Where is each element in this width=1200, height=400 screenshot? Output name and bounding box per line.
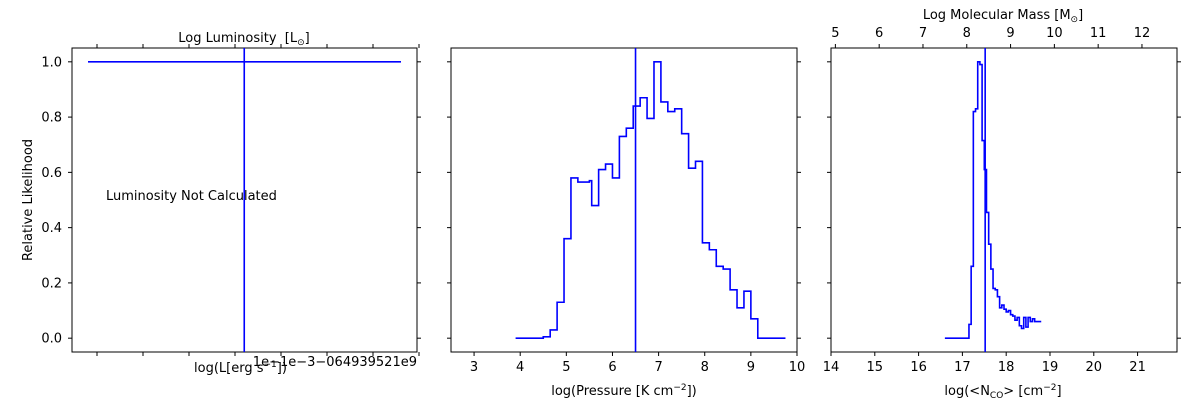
x-tick-label: 15 xyxy=(867,360,884,375)
luminosity-annotation: Luminosity Not Calculated xyxy=(106,189,277,204)
x-tick-label: 14 xyxy=(823,360,840,375)
luminosity-x-ticks xyxy=(96,44,420,356)
luminosity-offset-text: 1e−1e−3−064939521e9 xyxy=(253,355,417,370)
x-tick-label: 17 xyxy=(954,360,971,375)
y-tick-label: 0.6 xyxy=(41,166,62,181)
y-axis-label: Relative Likelihood xyxy=(21,139,36,261)
top-x-tick-label: 10 xyxy=(1046,26,1063,41)
pressure-axes-frame xyxy=(450,47,798,353)
top-x-tick-label: 5 xyxy=(831,26,839,41)
top-x-tick-label: 7 xyxy=(919,26,927,41)
x-tick-label: 4 xyxy=(516,360,524,375)
x-tick-label: 16 xyxy=(910,360,927,375)
x-tick-label: 7 xyxy=(654,360,662,375)
top-x-tick-label: 12 xyxy=(1134,26,1151,41)
column-density-x-ticks: 14 15 16 17 18 19 20 21 xyxy=(823,352,1146,375)
x-tick-label: 8 xyxy=(701,360,709,375)
molecular-mass-top-xlabel: Log Molecular Mass [M⊙] xyxy=(923,8,1083,25)
x-tick-label: 21 xyxy=(1129,360,1146,375)
x-tick-label: 19 xyxy=(1042,360,1059,375)
x-tick-label: 6 xyxy=(608,360,616,375)
y-tick-label: 0.0 xyxy=(41,332,62,347)
column-density-y-ticks xyxy=(827,61,1181,339)
pressure-xlabel: log(Pressure [K cm−2]) xyxy=(551,383,697,399)
x-tick-label: 20 xyxy=(1086,360,1103,375)
pressure-histogram-line xyxy=(515,61,786,339)
y-tick-label: 0.4 xyxy=(41,221,62,236)
x-tick-label: 10 xyxy=(789,360,806,375)
top-x-tick-label: 8 xyxy=(963,26,971,41)
pressure-y-ticks xyxy=(447,61,801,339)
column-density-xlabel: log(<NCO> [cm−2] xyxy=(944,383,1061,400)
panel-pressure: 3 4 5 6 7 8 9 10 log(Pressure [K cm−2]) xyxy=(447,47,805,399)
luminosity-top-xlabel: Log Luminosity [L⊙] xyxy=(178,31,309,48)
pressure-x-ticks: 3 4 5 6 7 8 9 10 xyxy=(470,352,805,375)
y-tick-label: 0.8 xyxy=(41,111,62,126)
x-tick-label: 5 xyxy=(562,360,570,375)
x-tick-label: 18 xyxy=(998,360,1015,375)
x-tick-label: 3 xyxy=(470,360,478,375)
molecular-mass-top-ticks: 5 6 7 8 9 10 11 12 xyxy=(831,26,1150,48)
top-x-tick-label: 11 xyxy=(1090,26,1107,41)
y-tick-label: 1.0 xyxy=(41,55,62,70)
column-density-histogram-line xyxy=(944,61,1042,339)
x-tick-label: 9 xyxy=(747,360,755,375)
panel-column-density: 14 15 16 17 18 19 20 21 5 6 7 8 9 10 11 12 log(<NCO> [… xyxy=(823,8,1181,400)
luminosity-y-ticks: 0.0 0.2 0.4 0.6 0.8 1.0 xyxy=(41,55,421,347)
y-tick-label: 0.2 xyxy=(41,276,62,291)
top-x-tick-label: 6 xyxy=(875,26,883,41)
top-x-tick-label: 9 xyxy=(1006,26,1014,41)
panel-luminosity: 0.0 0.2 0.4 0.6 0.8 1.0 Luminosity Not Calcul… xyxy=(21,31,421,376)
column-density-axes-frame xyxy=(830,47,1178,353)
